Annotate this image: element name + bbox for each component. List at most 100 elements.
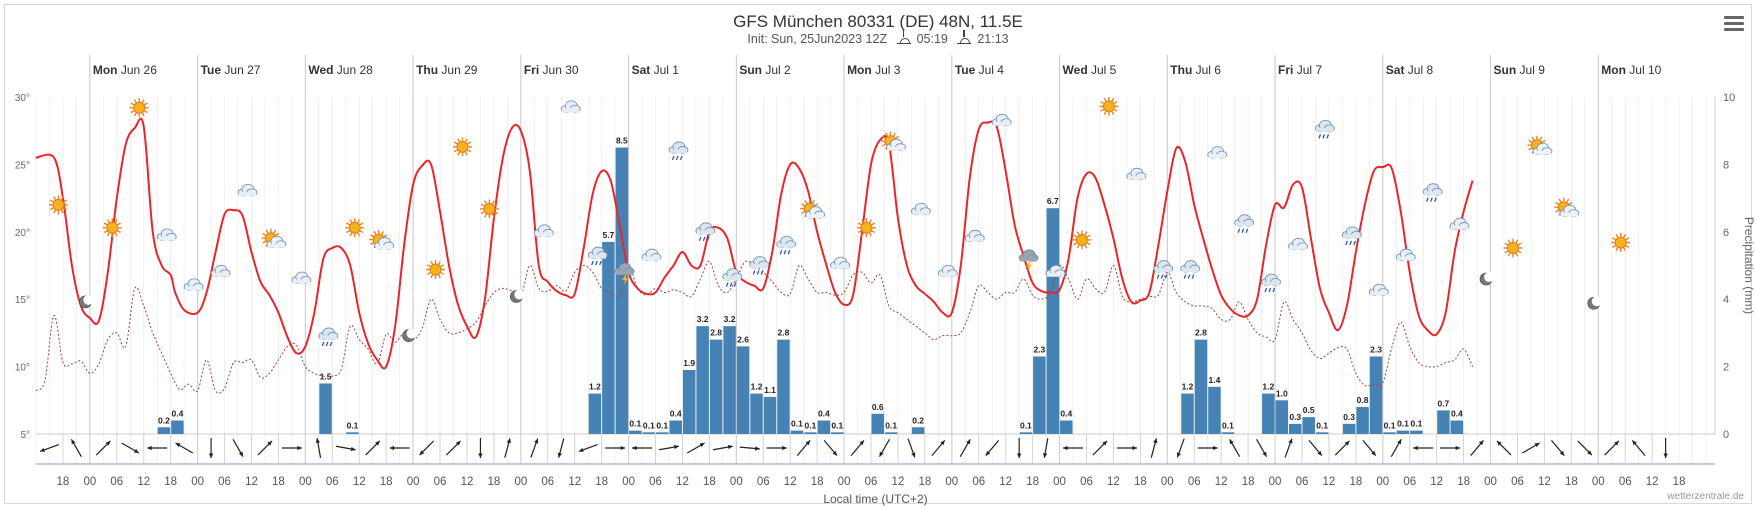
wind-arrow-head [315, 438, 321, 443]
rain-drop [1326, 134, 1330, 139]
day-label: Sat Jul 1 [632, 63, 680, 77]
precip-bar [602, 241, 615, 434]
precip-label: 0.2 [912, 415, 924, 425]
hamburger-menu-icon[interactable] [1724, 16, 1744, 34]
sun-ray [1076, 231, 1080, 236]
x-tick-hour: 12 [137, 476, 150, 488]
precip-label: 0.4 [171, 409, 183, 419]
precip-bar [1046, 208, 1060, 434]
day-name: Tue [201, 63, 225, 77]
precip-bar [831, 432, 844, 434]
cloud-part [993, 121, 1011, 126]
rain-icon [1341, 226, 1362, 246]
sun-ray [812, 200, 816, 204]
sun-icon [426, 260, 446, 280]
x-tick-hour: 00 [1592, 476, 1605, 488]
sun-ray [1623, 247, 1627, 252]
day-name: Wed [1063, 63, 1091, 77]
rain-drop [1245, 228, 1249, 233]
sun-ray [437, 274, 441, 279]
rain-drop [702, 236, 706, 242]
x-tick-hour: 12 [245, 476, 258, 488]
precip-bar [871, 413, 884, 434]
precip-label: 2.8 [710, 328, 722, 338]
x-tick-hour: 18 [164, 476, 177, 488]
sun-ray [1111, 111, 1115, 116]
precip-bar [736, 346, 750, 434]
rain-drop [1318, 134, 1322, 139]
wind-arrow-head [1344, 440, 1350, 446]
x-tick-hour: 12 [1215, 476, 1228, 488]
sun-ray [63, 207, 68, 211]
rain-icon [1153, 260, 1174, 279]
partly-icon [800, 199, 826, 219]
x-tick-hour: 06 [757, 476, 770, 488]
wind-row [39, 434, 1668, 463]
x-tick-hour: 18 [1349, 476, 1362, 488]
cloud-icon [1395, 248, 1416, 261]
precip-label: 0.1 [1316, 420, 1328, 430]
sun-ray [1517, 242, 1522, 246]
wind-arrow-head [1229, 439, 1234, 445]
sun-ray [63, 199, 68, 203]
x-tick-hour: 18 [1026, 476, 1039, 488]
cloud-part [1127, 175, 1145, 180]
wind-arrow-head [208, 453, 214, 458]
precip-bar [682, 369, 696, 434]
moon-shadow [514, 289, 525, 300]
partly-icon [1527, 135, 1553, 156]
wind-arrow-head [238, 451, 244, 457]
wind-arrow-head [1663, 453, 1668, 458]
credit-text[interactable]: wetterzentrale.de [1667, 491, 1744, 502]
day-date: Jun 26 [121, 63, 157, 77]
precip-label: 0.1 [629, 419, 641, 429]
day-name: Tue [955, 63, 979, 77]
cloud-part [1560, 212, 1578, 217]
y-tick-right: 4 [1723, 294, 1729, 306]
x-tick-hour: 12 [999, 476, 1012, 488]
x-tick-hour: 00 [945, 476, 958, 488]
precip-label: 2.3 [1370, 344, 1382, 354]
precip-label: 1.2 [751, 382, 763, 392]
x-tick-hour: 00 [1269, 476, 1282, 488]
sun-ray [1073, 234, 1078, 238]
day-label: Tue Jun 27 [201, 63, 261, 77]
x-tick-hour: 06 [1080, 476, 1093, 488]
sun-ray [1625, 237, 1630, 241]
cloud-part [375, 245, 393, 250]
sun-ray [494, 203, 498, 207]
wind-arrow-head [911, 452, 916, 458]
cloud-icon [560, 100, 581, 113]
x-tick-hour: 00 [730, 476, 743, 488]
day-date: Jul 5 [1091, 63, 1117, 77]
precip-bar [588, 393, 602, 434]
rain-drop [752, 270, 756, 275]
sun-ray [895, 135, 900, 139]
sun-ray [453, 141, 458, 145]
sun-icon [452, 137, 472, 157]
sun-ray [437, 260, 441, 265]
sun-ray [480, 211, 485, 215]
cloud-icon [910, 202, 931, 216]
cloud-part [589, 254, 607, 259]
day-date: Jul 1 [654, 63, 680, 77]
sun-icon [48, 195, 68, 215]
sun-ray [484, 200, 488, 205]
rain-drop [599, 260, 602, 266]
wind-arrow-head [133, 448, 139, 453]
sun-ray [130, 110, 135, 114]
rain-drop [1160, 274, 1164, 279]
wind-arrow-head [782, 445, 787, 451]
sun-ray [1623, 234, 1627, 238]
cloud-part [1451, 225, 1469, 230]
y-tick-right: 10 [1723, 92, 1735, 104]
x-tick-hour: 00 [1053, 476, 1066, 488]
sun-icon [857, 218, 877, 238]
rain-drop [1268, 287, 1272, 293]
wind-arrow-head [1614, 440, 1619, 446]
x-tick-hour: 06 [1188, 476, 1201, 488]
wind-arrow-head [455, 440, 461, 446]
sun-ray [484, 213, 488, 218]
sun-ray [349, 219, 353, 223]
cloud-part [939, 272, 957, 277]
